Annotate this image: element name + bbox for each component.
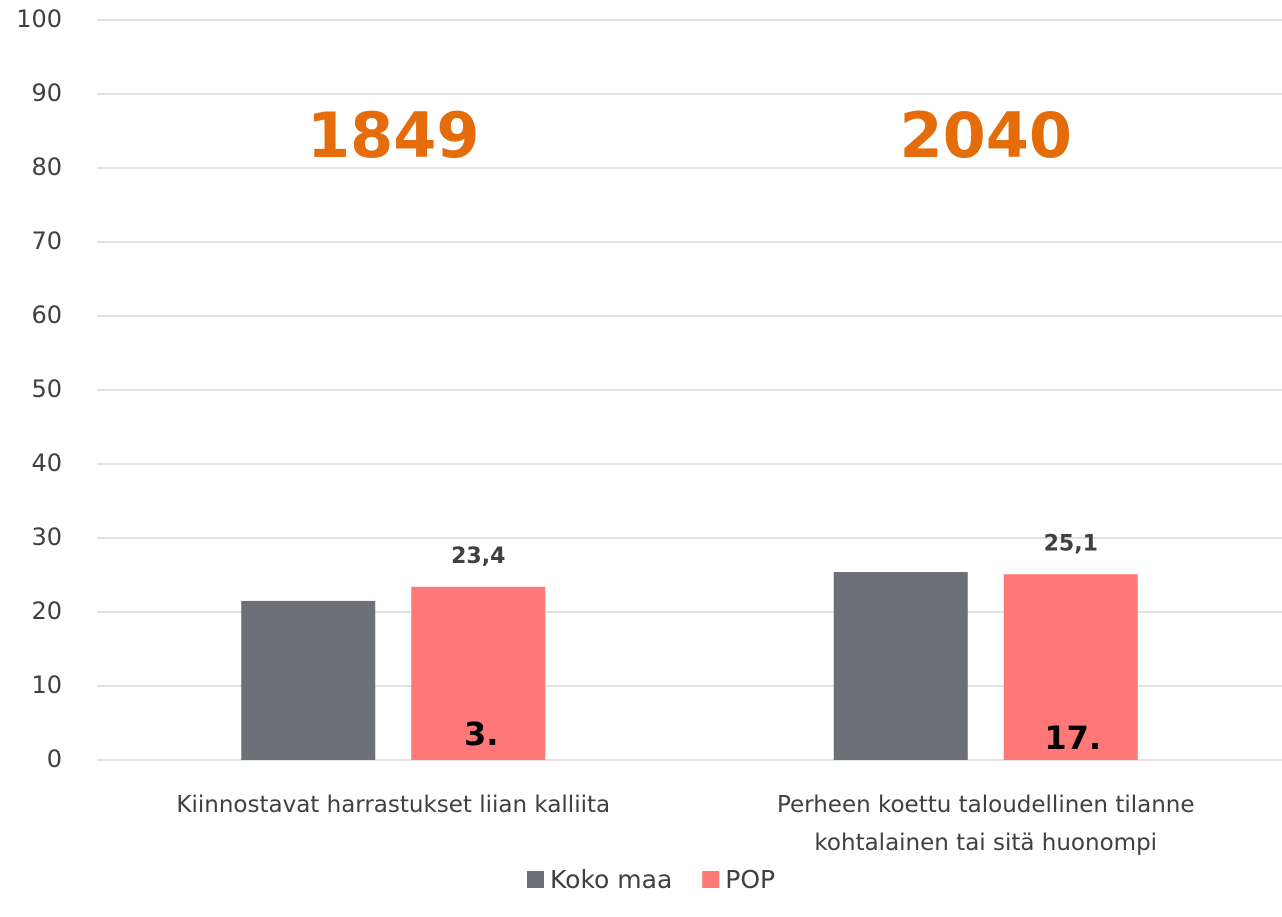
annotation: 1849 [307, 99, 480, 172]
annotation: 2040 [899, 99, 1072, 172]
y-tick-label: 90 [31, 79, 62, 107]
data-label: 23,4 [451, 544, 505, 569]
y-tick-label: 20 [31, 597, 62, 625]
y-tick-label: 50 [31, 375, 62, 403]
bar [833, 572, 968, 760]
legend-label: POP [725, 865, 775, 894]
bar [411, 586, 546, 760]
y-tick-label: 70 [31, 227, 62, 255]
y-tick-label: 30 [31, 523, 62, 551]
legend-swatch [527, 871, 544, 888]
y-tick-label: 100 [16, 5, 62, 33]
x-tick-label: Perheen koettu taloudellinen tilanne koh… [776, 792, 1195, 856]
y-tick-label: 60 [31, 301, 62, 329]
bar [1003, 574, 1138, 760]
data-label: 25,1 [1044, 531, 1098, 556]
bar [241, 600, 376, 760]
legend-label: Koko maa [550, 865, 672, 894]
legend-swatch [702, 871, 720, 888]
y-tick-label: 10 [31, 671, 62, 699]
annotation: 3. [464, 715, 498, 753]
y-tick-label: 40 [31, 449, 62, 477]
annotation: 17. [1044, 719, 1101, 757]
x-tick-label: Kiinnostavat harrastukset liian kalliita [176, 792, 611, 818]
y-tick-label: 0 [47, 745, 62, 773]
y-tick-label: 80 [31, 153, 62, 181]
